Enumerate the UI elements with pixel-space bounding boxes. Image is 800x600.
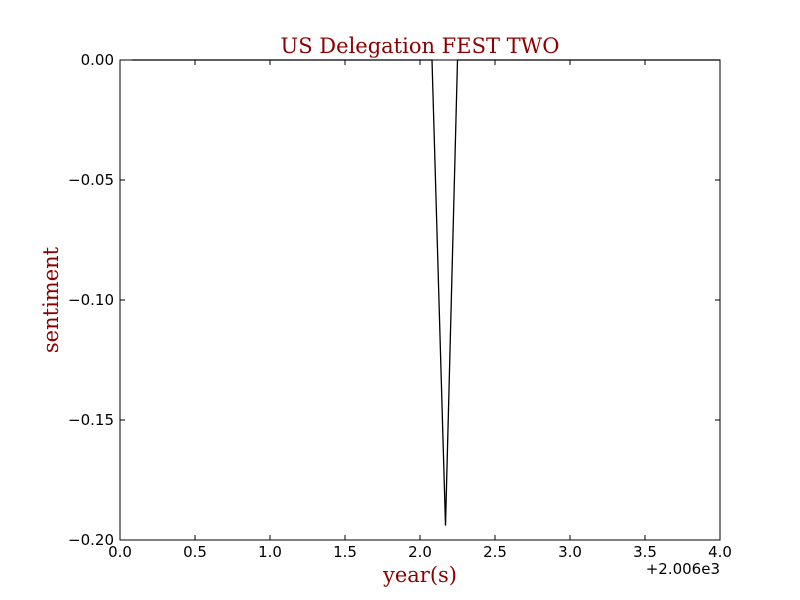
x-tick-label: 4.0: [708, 543, 732, 561]
x-tick-label: 2.0: [408, 543, 432, 561]
y-axis-ticks: 0.00 −0.05 −0.10 −0.15 −0.20: [68, 51, 720, 549]
x-axis-offset-label: +2.006e3: [646, 560, 720, 578]
y-axis-label: sentiment: [39, 246, 63, 353]
x-tick-label: 3.0: [558, 543, 582, 561]
x-axis-ticks: 0.0 0.5 1.0 1.5 2.0 2.5 3.0 3.5 4.0: [108, 60, 732, 561]
x-tick-label: 1.0: [258, 543, 282, 561]
series-lines: [132, 59, 720, 526]
y-tick-label: −0.10: [68, 291, 114, 309]
x-tick-label: 0.0: [108, 543, 132, 561]
x-tick-label: 1.5: [333, 543, 357, 561]
x-tick-label: 0.5: [183, 543, 207, 561]
y-tick-label: 0.00: [81, 51, 114, 69]
y-tick-label: −0.15: [68, 411, 114, 429]
series-line: [132, 59, 720, 526]
plot-area-frame: [119, 59, 721, 541]
x-tick-label: 2.5: [483, 543, 507, 561]
x-tick-label: 3.5: [633, 543, 657, 561]
x-axis-label: year(s): [382, 563, 457, 587]
y-tick-label: −0.20: [68, 531, 114, 549]
y-tick-label: −0.05: [68, 171, 114, 189]
chart-title: US Delegation FEST TWO: [281, 34, 560, 58]
